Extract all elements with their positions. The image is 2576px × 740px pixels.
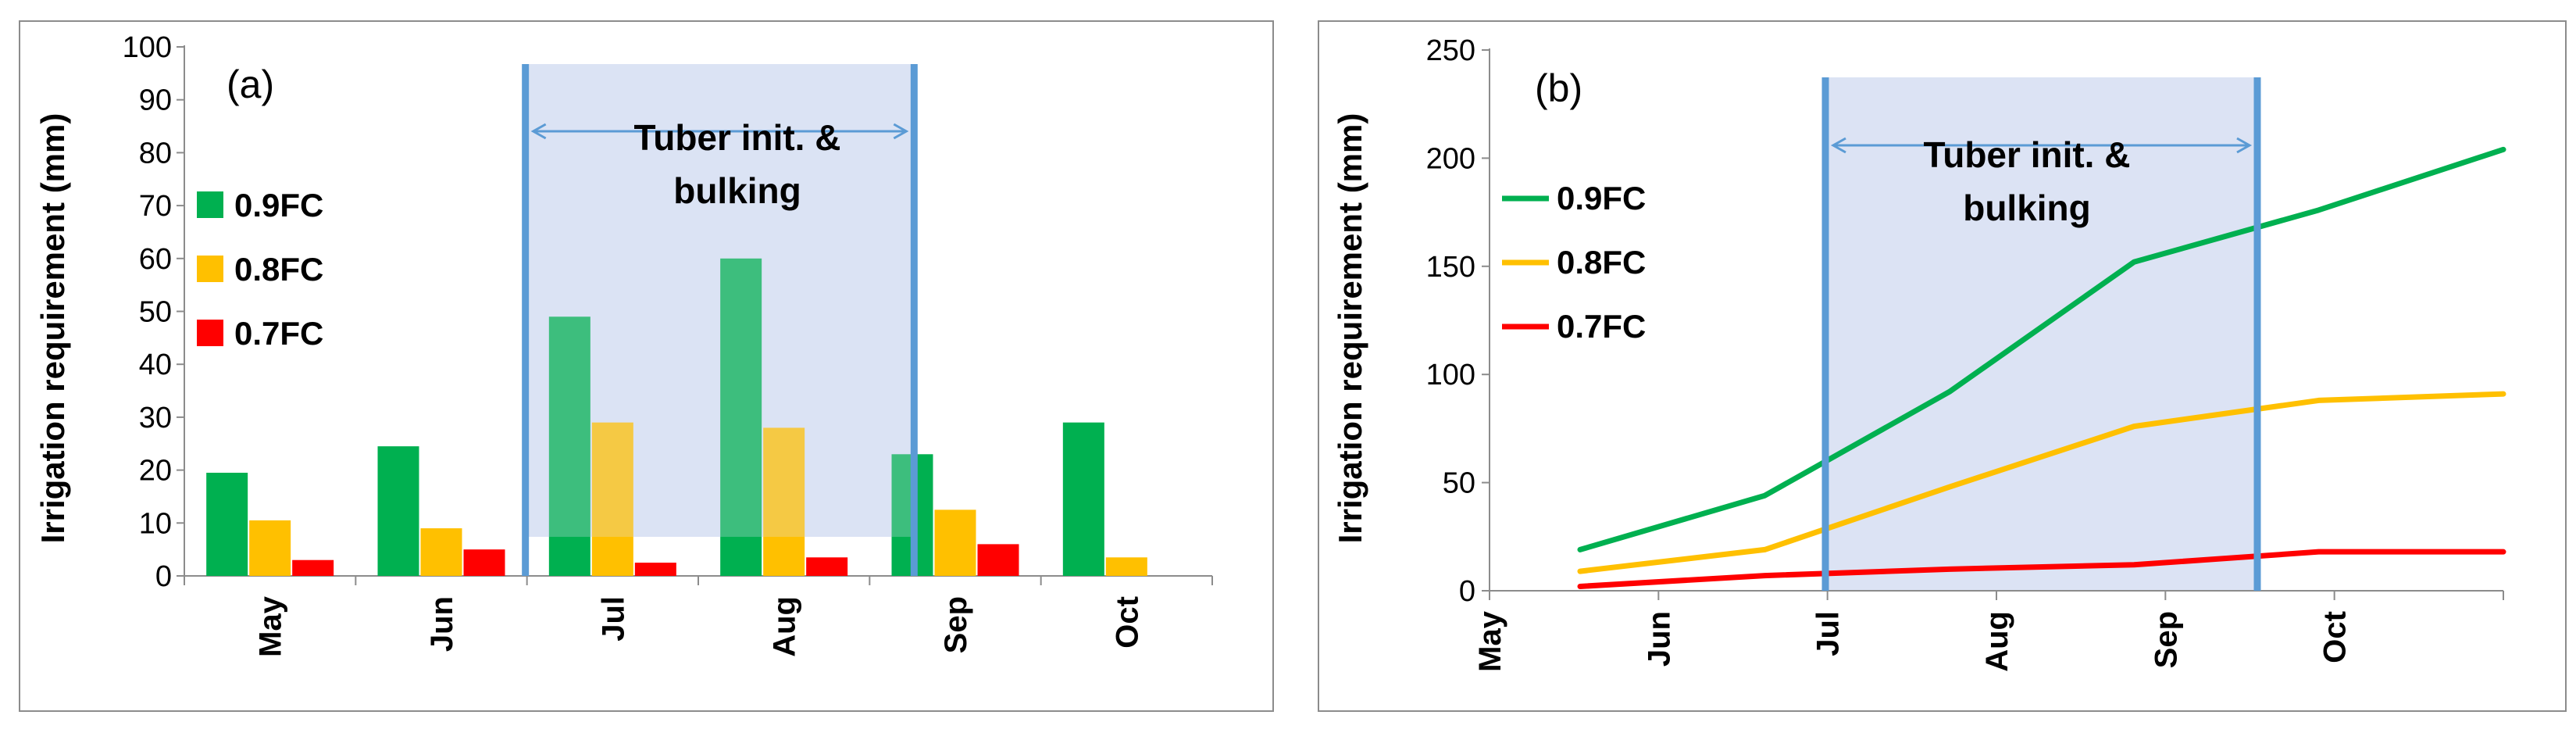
panel-b-y-tick-label: 50 <box>1443 467 1475 500</box>
panel-a-bar-0.8FC-Jun <box>420 528 462 576</box>
panel-a-y-tick-label: 30 <box>139 402 172 434</box>
panel-a-bar-0.9FC-Jun <box>377 446 419 576</box>
panel-a-legend-label-0.9FC: 0.9FC <box>234 187 323 223</box>
panel-a-legend-label-0.8FC: 0.8FC <box>234 251 323 288</box>
panel-b-x-tick-label: Sep <box>2149 611 2183 668</box>
panel-b-x-tick-label: Jun <box>1642 611 1676 667</box>
panel-a-x-tick-label: Aug <box>768 596 802 657</box>
panel-a-bar-0.7FC-Jul <box>634 563 676 576</box>
panel-b-phase-label-line2: bulking <box>1963 188 2091 228</box>
panel-a-y-axis-label: Irrigation requirement (mm) <box>34 113 71 544</box>
panel-a-label: (a) <box>227 63 274 106</box>
panel-a-phase-label-line1: Tuber init. & <box>634 117 841 158</box>
panel-b-legend-label-0.8FC: 0.8FC <box>1557 244 1646 281</box>
panel-a-y-tick-label: 60 <box>139 243 172 276</box>
panel-b-y-tick-label: 100 <box>1426 359 1475 391</box>
panel-b-phase-arrow <box>1830 137 2253 154</box>
panel-a-bar-0.8FC-Jul <box>591 422 633 576</box>
panel-b-label: (b) <box>1535 66 1582 110</box>
panel-b-line-0.9FC <box>1577 146 2506 552</box>
panel-a-y-tick-label: 100 <box>123 31 172 64</box>
panel-b-x-tick-label: Jul <box>1811 611 1846 656</box>
panel-b-y-tick-label: 0 <box>1459 575 1475 608</box>
panel-b-y-tick-label: 250 <box>1426 34 1475 67</box>
panel-a-y-tick-label: 10 <box>139 507 172 540</box>
panel-b-x-tick-label: May <box>1473 610 1507 672</box>
panel-a-bar-0.7FC-Jun <box>463 549 505 576</box>
panel-a-bar-0.9FC-Jul <box>548 316 590 576</box>
panel-b-line-0.7FC <box>1577 549 2506 589</box>
panel-b-phase-label-line1: Tuber init. & <box>1924 134 2131 175</box>
panel-b-y-axis-label: Irrigation requirement (mm) <box>1332 113 1368 544</box>
panel-a-bar-0.8FC-Oct <box>1105 557 1147 576</box>
panel-a-bar-0.8FC-Aug <box>763 427 805 576</box>
panel-b-x-tick-label: Oct <box>2318 611 2353 663</box>
panel-a-y-tick-label: 40 <box>139 349 172 381</box>
panel-a-bar-0.9FC-Oct <box>1062 422 1104 576</box>
panel-b-y-tick-label: 150 <box>1426 251 1475 284</box>
panel-a-x-tick-label: Jul <box>596 596 630 642</box>
panel-a-bar-0.7FC-Aug <box>806 557 848 576</box>
panel-a-x-tick-label: Jun <box>425 596 459 652</box>
panel-a-y-tick-label: 80 <box>139 137 172 170</box>
panel-a-y-tick-label: 90 <box>139 84 172 117</box>
panel-a-bar-0.9FC-Aug <box>720 258 762 576</box>
panel-a-phase-overlay <box>525 64 915 537</box>
panel-a-bar-0.8FC-May <box>249 520 291 576</box>
panel-b-x-tick-label: Aug <box>1980 611 2014 672</box>
panel-b-legend-label-0.7FC: 0.7FC <box>1557 308 1646 345</box>
panel-a-x-tick-label: Sep <box>939 596 973 653</box>
panel-a-y-tick-label: 50 <box>139 296 172 329</box>
panel-b: 0 50 100 150 200 250 May Jun Jul Aug Sep Oct Irriga… <box>1318 20 2567 712</box>
panel-a-legend-label-0.7FC: 0.7FC <box>234 315 323 352</box>
panel-a-phase-label-line2: bulking <box>673 170 801 211</box>
panel-a-y-tick-label: 20 <box>139 455 172 488</box>
panel-a-legend-swatch-0.9FC <box>197 191 223 218</box>
panel-a-bar-0.8FC-Sep <box>934 509 976 576</box>
panel-a-y-tick-label: 70 <box>139 190 172 223</box>
panel-a-legend-swatch-0.7FC <box>197 320 223 346</box>
panel-a-bar-0.7FC-Sep <box>977 544 1019 576</box>
panel-a-bar-0.7FC-May <box>292 559 334 576</box>
panel-a-y-tick-label: 0 <box>155 560 172 593</box>
panel-b-legend-label-0.9FC: 0.9FC <box>1557 180 1646 216</box>
panel-b-y-tick-label: 200 <box>1426 142 1475 175</box>
panel-a-legend-swatch-0.8FC <box>197 256 223 282</box>
panel-a-x-tick-label: May <box>254 595 288 657</box>
panel-a: 0 10 20 30 40 50 60 70 80 90 100 May Jun Jul Aug Sep Oct… <box>19 20 1274 712</box>
panel-a-bar-0.9FC-May <box>206 472 248 576</box>
panel-b-line-0.8FC <box>1577 391 2506 574</box>
panel-a-x-tick-label: Oct <box>1110 596 1144 649</box>
panel-a-phase-arrow <box>530 123 909 140</box>
